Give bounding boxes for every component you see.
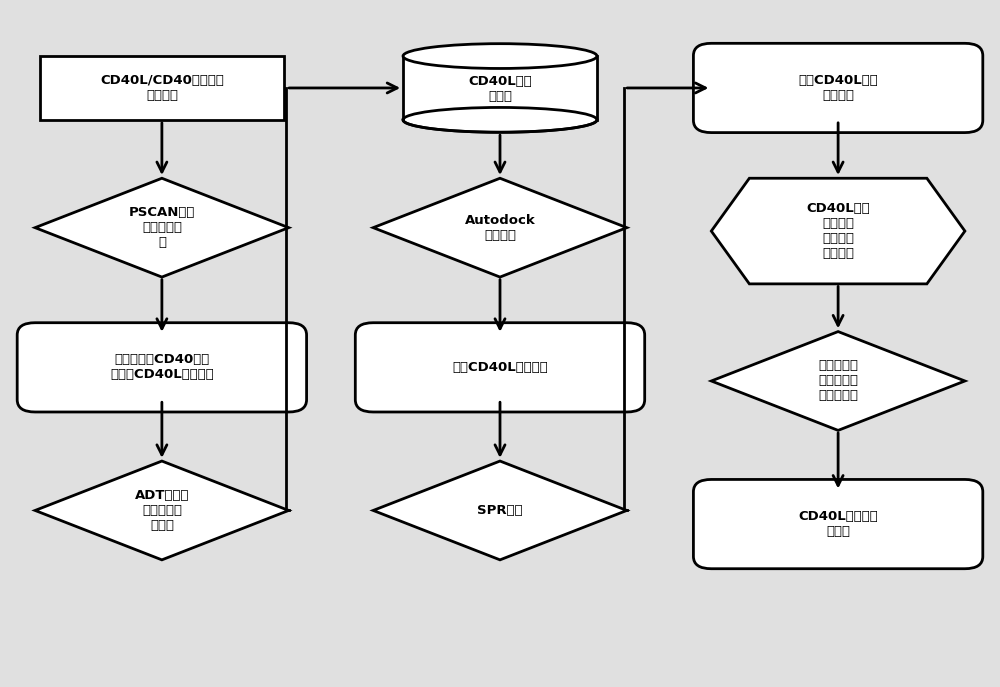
Polygon shape [373,461,627,560]
FancyBboxPatch shape [693,480,983,569]
Text: 作用位点处CD40序列
生成的CD40L配体多肽: 作用位点处CD40序列 生成的CD40L配体多肽 [110,353,214,381]
FancyBboxPatch shape [693,43,983,133]
Text: CD40L特异性靶
向多肽: CD40L特异性靶 向多肽 [798,510,878,538]
Bar [403,56,597,120]
Text: 候选CD40L配体多肽: 候选CD40L配体多肽 [452,361,548,374]
Text: ADT分析突
变模板氨基
酸序列: ADT分析突 变模板氨基 酸序列 [135,489,189,532]
FancyBboxPatch shape [40,56,284,120]
FancyBboxPatch shape [355,323,645,412]
Polygon shape [35,178,289,277]
Text: 脂质体与细
胞结合试验
验证靶向性: 脂质体与细 胞结合试验 验证靶向性 [818,359,858,403]
Polygon shape [711,178,965,284]
Text: 候选CD40L靶向
配体多肽: 候选CD40L靶向 配体多肽 [798,74,878,102]
Text: CD40L靶向
多肽修饰
的靶向脂
质体制备: CD40L靶向 多肽修饰 的靶向脂 质体制备 [806,202,870,260]
Ellipse shape [403,44,597,69]
Polygon shape [373,178,627,277]
Text: SPR筛选: SPR筛选 [477,504,523,517]
Text: CD40L/CD40蛋白晶体
三维结构: CD40L/CD40蛋白晶体 三维结构 [100,74,224,102]
Ellipse shape [403,107,597,133]
FancyBboxPatch shape [17,323,307,412]
Text: PSCAN确定
蛋白作用位
点: PSCAN确定 蛋白作用位 点 [129,206,195,249]
Text: CD40L配体
多肽库: CD40L配体 多肽库 [468,75,532,103]
Polygon shape [35,461,289,560]
Text: Autodock
模拟筛选: Autodock 模拟筛选 [465,214,535,242]
Polygon shape [711,332,965,430]
